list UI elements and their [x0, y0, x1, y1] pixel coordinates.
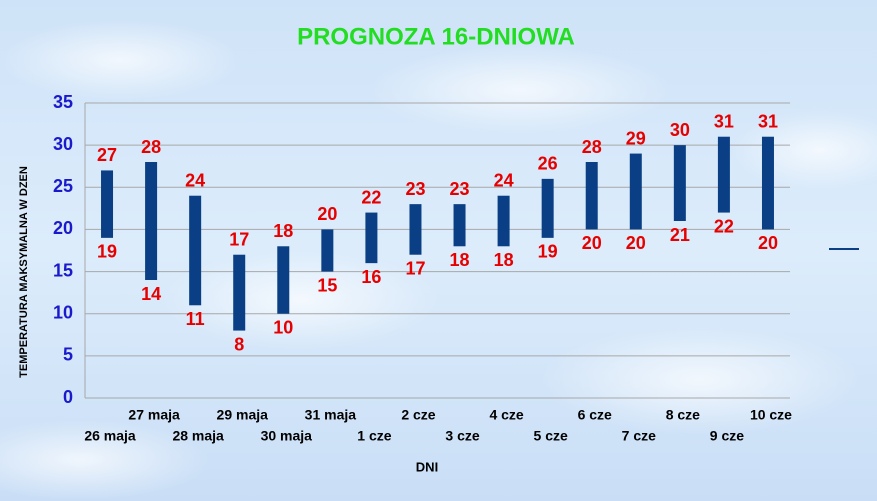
x-tick-label: 27 maja — [128, 407, 180, 423]
low-label: 10 — [273, 317, 293, 337]
high-label: 23 — [450, 179, 470, 199]
low-label: 19 — [97, 242, 117, 262]
x-axis-title: DNI — [416, 459, 438, 474]
low-label: 14 — [141, 284, 161, 304]
x-tick-label: 26 maja — [84, 428, 136, 444]
range-bar — [365, 212, 378, 264]
low-label: 18 — [450, 250, 470, 270]
y-tick-label: 30 — [53, 134, 73, 154]
high-label: 26 — [538, 154, 558, 174]
x-tick-label: 7 cze — [622, 428, 656, 444]
low-label: 16 — [361, 267, 381, 287]
range-bar — [717, 136, 730, 213]
y-tick-label: 5 — [63, 345, 73, 365]
high-label: 18 — [273, 221, 293, 241]
range-bar — [277, 246, 290, 314]
x-tick-label: 4 cze — [489, 407, 523, 423]
low-label: 20 — [626, 233, 646, 253]
high-label: 24 — [185, 170, 205, 190]
x-tick-label: 29 maja — [217, 407, 269, 423]
high-label: 23 — [405, 179, 425, 199]
high-label: 20 — [317, 204, 337, 224]
y-tick-label: 15 — [53, 260, 73, 280]
y-tick-label: 25 — [53, 176, 73, 196]
low-label: 20 — [758, 233, 778, 253]
range-bar — [409, 204, 422, 255]
low-label: 20 — [582, 233, 602, 253]
y-tick-label: 10 — [53, 302, 73, 322]
range-bar — [321, 229, 334, 272]
high-label: 22 — [361, 187, 381, 207]
high-label: 30 — [670, 120, 690, 140]
chart-title: PROGNOZA 16-DNIOWA — [297, 23, 575, 50]
range-bar — [233, 254, 246, 331]
y-tick-label: 20 — [53, 218, 73, 238]
high-label: 31 — [758, 111, 778, 131]
y-tick-label: 35 — [53, 92, 73, 112]
range-bar — [101, 170, 114, 238]
high-label: 24 — [494, 170, 514, 190]
x-tick-label: 31 maja — [305, 407, 357, 423]
x-tick-label: 6 cze — [578, 407, 612, 423]
low-label: 21 — [670, 225, 690, 245]
low-label: 8 — [234, 334, 244, 354]
y-axis-title: TEMPERATURA MAKSYMALNA W DZEN — [18, 166, 30, 378]
high-label: 17 — [229, 229, 249, 249]
range-bar — [453, 204, 466, 247]
high-label: 31 — [714, 111, 734, 131]
high-label: 27 — [97, 145, 117, 165]
low-label: 15 — [317, 275, 337, 295]
range-bar — [497, 195, 510, 247]
x-tick-label: 9 cze — [710, 428, 744, 444]
low-label: 17 — [405, 258, 425, 278]
x-tick-label: 28 maja — [172, 428, 224, 444]
high-label: 29 — [626, 128, 646, 148]
high-label: 28 — [141, 137, 161, 157]
x-tick-label: 8 cze — [666, 407, 700, 423]
range-bar — [761, 136, 774, 230]
range-bar — [189, 195, 202, 306]
low-label: 22 — [714, 216, 734, 236]
x-tick-label: 5 cze — [534, 428, 568, 444]
clouds — [0, 20, 877, 500]
x-tick-label: 3 cze — [445, 428, 479, 444]
range-bar — [145, 162, 158, 280]
x-tick-label: 30 maja — [261, 428, 313, 444]
low-label: 18 — [494, 250, 514, 270]
x-tick-label: 2 cze — [401, 407, 435, 423]
range-bar — [673, 145, 686, 221]
y-tick-label: 0 — [63, 387, 73, 407]
low-label: 11 — [186, 309, 205, 329]
range-bar — [585, 162, 598, 230]
x-tick-label: 10 cze — [750, 407, 792, 423]
x-tick-label: 1 cze — [357, 428, 391, 444]
range-bar — [629, 153, 642, 230]
high-label: 28 — [582, 137, 602, 157]
range-bar — [541, 178, 554, 238]
low-label: 19 — [538, 242, 558, 262]
